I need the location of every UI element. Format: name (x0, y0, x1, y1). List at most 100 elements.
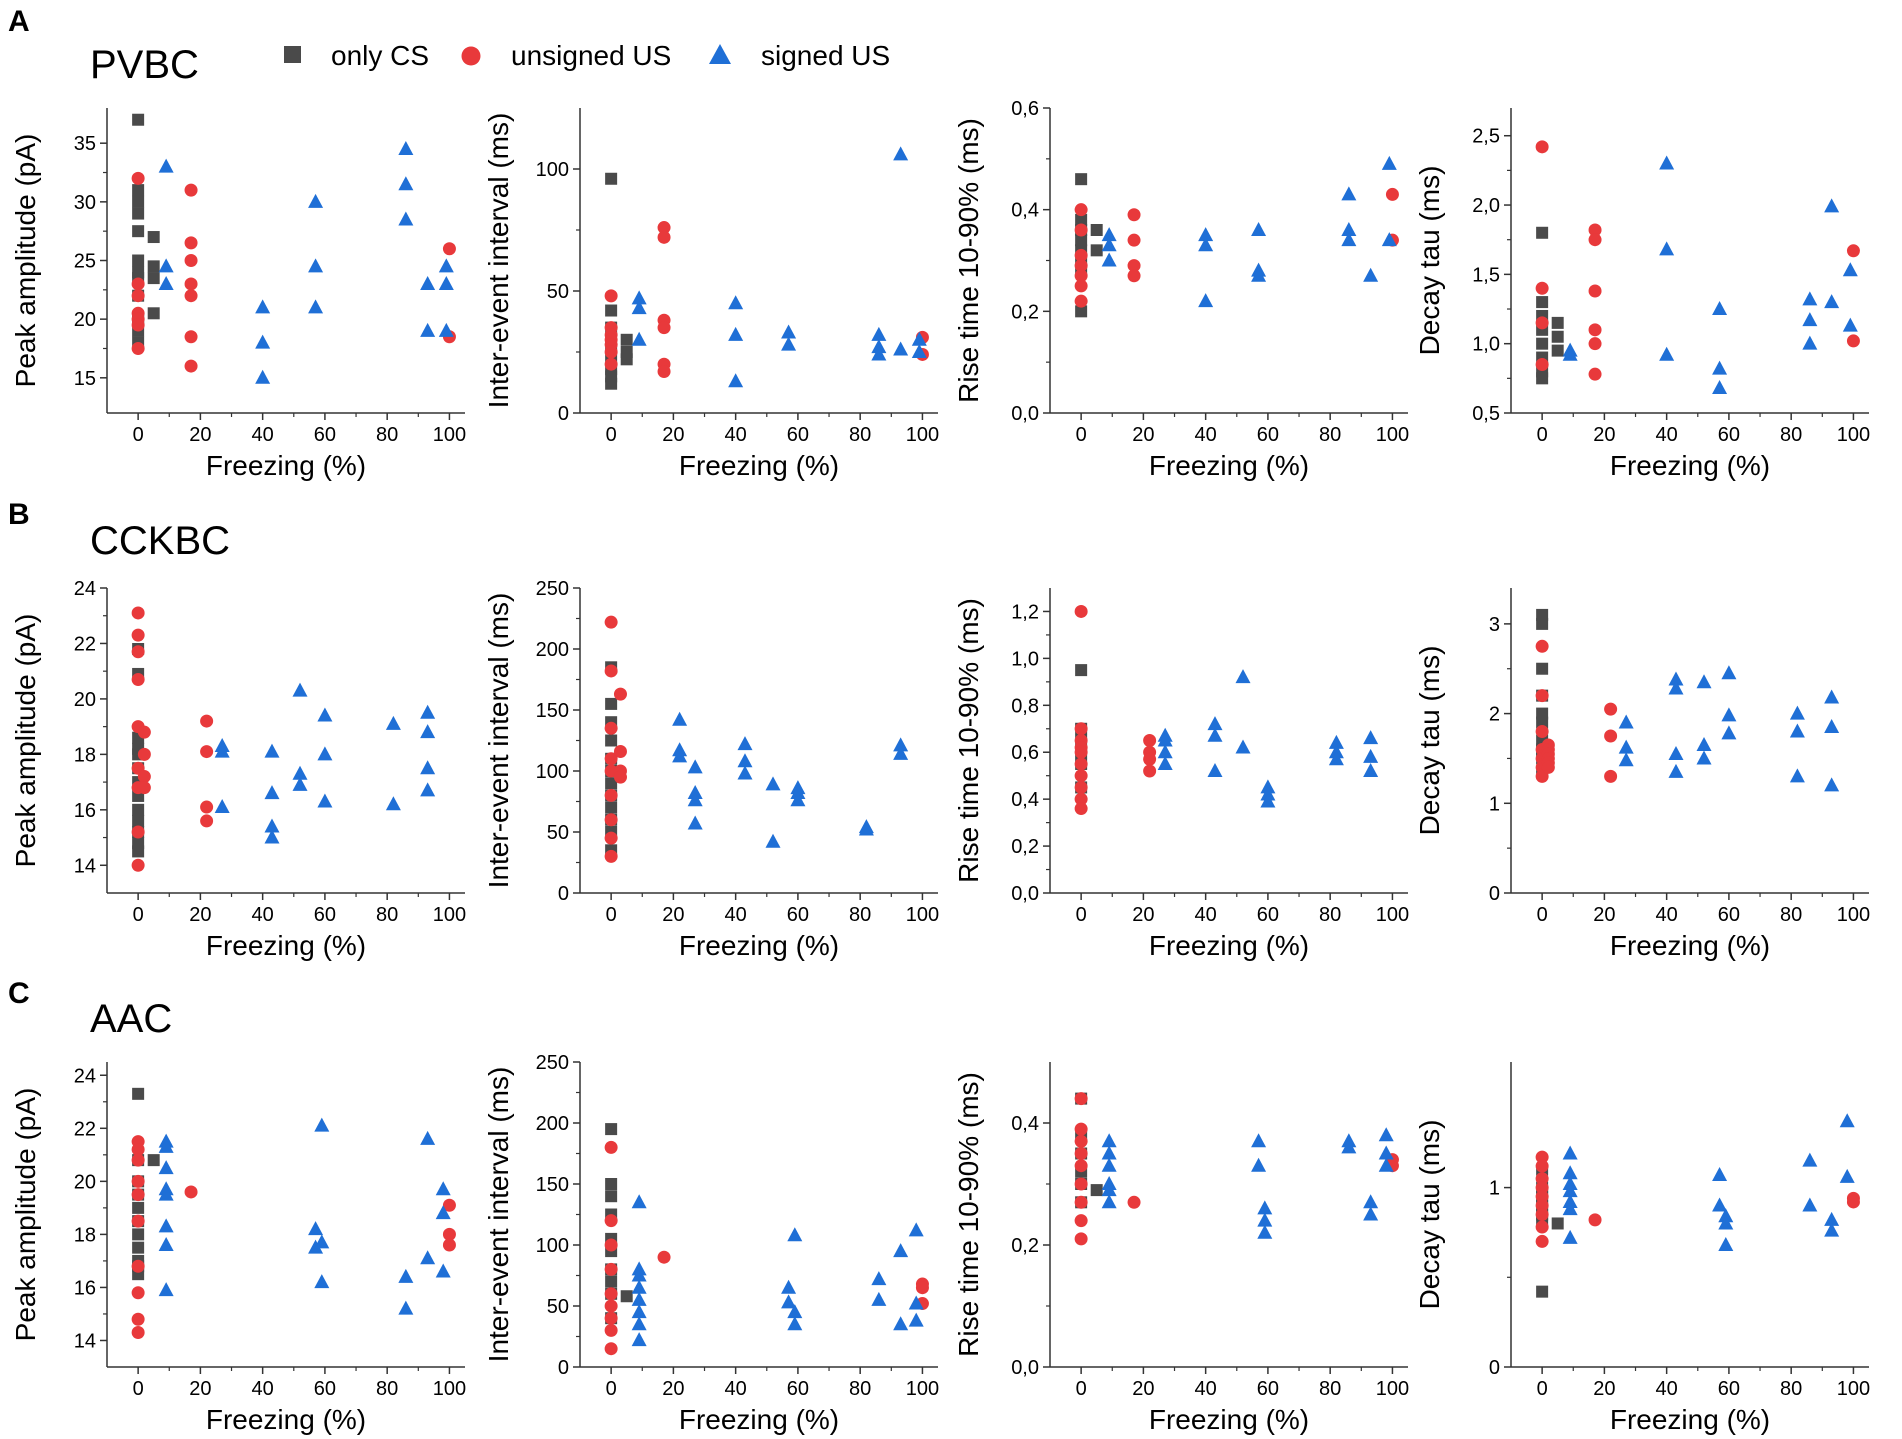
y-axis-label: Inter-event interval (ms) (483, 1067, 514, 1363)
data-point-signed-us (893, 1243, 909, 1258)
data-point-signed-us (1101, 237, 1117, 252)
data-point-signed-us (893, 1316, 909, 1331)
data-point-unsigned-us (131, 1143, 145, 1157)
y-tick-label: 24 (74, 1065, 96, 1087)
y-tick-label: 2,5 (1472, 126, 1500, 148)
data-point-signed-us (1363, 1194, 1379, 1209)
y-tick-label: 1 (1489, 793, 1500, 815)
data-point-signed-us (1718, 1208, 1734, 1223)
y-tick-label: 0,0 (1011, 1357, 1039, 1379)
x-tick-label: 40 (725, 1378, 747, 1400)
data-point-only-cs (1551, 1217, 1564, 1230)
data-point-only-cs (1090, 224, 1103, 236)
y-tick-label: 0,4 (1011, 789, 1039, 811)
data-point-signed-us (420, 760, 436, 775)
x-tick-label: 20 (1593, 1378, 1615, 1400)
data-point-signed-us (1157, 755, 1173, 770)
data-point-unsigned-us (1588, 233, 1602, 247)
data-point-signed-us (781, 324, 797, 339)
data-point-signed-us (1251, 222, 1267, 236)
data-point-signed-us (728, 373, 744, 388)
data-point-signed-us (1198, 227, 1214, 242)
x-tick-label: 60 (1257, 904, 1279, 926)
data-point-unsigned-us (1535, 1150, 1549, 1164)
data-point-only-cs (147, 231, 160, 244)
x-tick-label: 80 (1319, 1378, 1341, 1400)
data-point-signed-us (158, 1186, 174, 1201)
y-tick-label: 0 (1489, 883, 1500, 905)
series-unsigned-us (1074, 604, 1157, 816)
data-point-unsigned-us (613, 770, 627, 784)
x-tick-label: 100 (906, 1378, 939, 1400)
y-tick-label: 1 (1489, 1178, 1500, 1200)
data-point-unsigned-us (1074, 223, 1088, 237)
data-point-signed-us (737, 736, 753, 751)
y-axis-label: Decay tau (ms) (1414, 646, 1445, 836)
x-tick-label: 60 (1718, 1378, 1740, 1400)
series-signed-us (631, 146, 927, 388)
series-signed-us (1101, 155, 1397, 308)
x-tick-label: 40 (1656, 424, 1678, 446)
data-point-signed-us (908, 1222, 924, 1237)
data-point-unsigned-us (1588, 284, 1602, 298)
data-point-signed-us (1328, 734, 1344, 749)
data-point-signed-us (158, 1218, 174, 1233)
data-point-signed-us (1802, 1152, 1818, 1167)
x-axis-label: Freezing (%) (206, 1404, 366, 1435)
x-tick-label: 40 (1656, 904, 1678, 926)
data-point-only-cs (1075, 173, 1088, 186)
data-point-unsigned-us (1588, 1213, 1602, 1227)
data-point-signed-us (255, 299, 271, 314)
series-signed-us (158, 1117, 451, 1315)
data-point-unsigned-us (604, 1287, 618, 1301)
data-point-signed-us (1668, 763, 1684, 778)
data-point-unsigned-us (137, 747, 151, 761)
y-axis-label: Peak amplitude (pA) (10, 614, 41, 868)
data-point-unsigned-us (442, 242, 456, 256)
data-point-unsigned-us (915, 1281, 929, 1295)
y-tick-label: 15 (74, 368, 96, 390)
data-point-unsigned-us (1535, 1208, 1549, 1221)
data-point-only-cs (605, 377, 618, 390)
data-point-unsigned-us (1535, 725, 1549, 739)
data-point-signed-us (1363, 763, 1379, 777)
data-point-unsigned-us (1535, 1190, 1549, 1204)
x-tick-label: 0 (1076, 1378, 1087, 1400)
y-tick-label: 22 (74, 633, 96, 655)
data-point-signed-us (1718, 1215, 1734, 1230)
data-point-unsigned-us (184, 236, 198, 250)
data-point-signed-us (1341, 222, 1357, 236)
series-signed-us (1562, 1113, 1855, 1251)
y-tick-label: 0,2 (1011, 301, 1039, 323)
series-unsigned-us (604, 615, 627, 863)
data-point-signed-us (264, 743, 280, 758)
data-point-unsigned-us (1074, 780, 1088, 794)
chart-a3: 0 20 40 60 80 100 0,0 0,2 0,4 0,6 Freezing (%) Rise… (953, 98, 1409, 481)
y-tick-label: 0,6 (1011, 742, 1039, 764)
data-point-signed-us (1696, 674, 1712, 689)
data-point-unsigned-us (604, 1311, 618, 1325)
y-tick-label: 100 (536, 1235, 569, 1257)
data-point-signed-us (1363, 1206, 1379, 1221)
data-point-signed-us (420, 322, 436, 337)
data-point-unsigned-us (1588, 323, 1602, 337)
data-point-signed-us (1824, 689, 1840, 704)
data-point-only-cs (620, 353, 633, 366)
data-point-unsigned-us (1535, 281, 1549, 295)
y-tick-label: 0,2 (1011, 836, 1039, 858)
y-tick-label: 0 (1489, 1357, 1500, 1379)
data-point-signed-us (1618, 752, 1634, 767)
y-tick-label: 16 (74, 800, 96, 822)
x-tick-label: 40 (725, 424, 747, 446)
legend-marker-only-cs (284, 46, 301, 63)
data-point-signed-us (1562, 1165, 1578, 1180)
data-point-signed-us (435, 1181, 451, 1196)
data-point-unsigned-us (604, 1140, 618, 1154)
data-point-only-cs (1536, 226, 1549, 239)
data-point-signed-us (435, 1205, 451, 1220)
x-tick-label: 40 (1195, 424, 1217, 446)
chart-b3: 0 20 40 60 80 100 0,0 0,2 0,4 0,6 0,8 1,0 1,2 Freezin… (953, 588, 1409, 961)
y-tick-label: 100 (536, 159, 569, 181)
data-point-unsigned-us (1846, 244, 1860, 258)
data-point-only-cs (605, 801, 618, 814)
